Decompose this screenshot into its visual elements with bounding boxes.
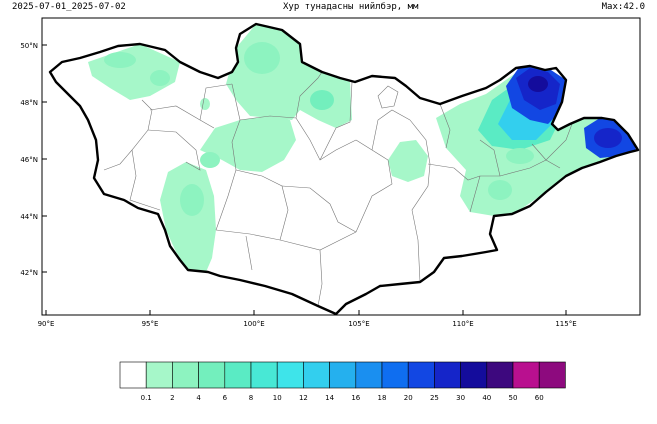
colorbar-label: 10 bbox=[273, 394, 282, 402]
colorbar-swatch bbox=[460, 361, 488, 389]
precip-area-southwest-core bbox=[180, 184, 204, 216]
longitude-axis: 90°E 95°E 100°E 105°E 110°E 115°E bbox=[38, 310, 577, 328]
precip-area-northwest-core bbox=[104, 52, 136, 68]
precip-area-bulgan-core bbox=[310, 90, 334, 110]
precip-area-east-south-core-2 bbox=[488, 180, 512, 200]
precip-area-khuvsgul-core bbox=[244, 42, 280, 74]
colorbar-swatch bbox=[512, 361, 540, 389]
map-title: Хур тунадасны нийлбэр, мм bbox=[283, 2, 419, 12]
colorbar-label: 60 bbox=[535, 394, 544, 402]
lon-label-100: 100°E bbox=[243, 320, 264, 328]
colorbar-swatch bbox=[250, 361, 278, 389]
lat-label-42: 42°N bbox=[20, 269, 38, 277]
colorbar-swatch bbox=[224, 361, 252, 389]
colorbar-swatch bbox=[276, 361, 304, 389]
precip-area-east-south-core bbox=[506, 148, 534, 164]
colorbar-swatch bbox=[434, 361, 461, 389]
precip-area-far-east-core bbox=[594, 128, 622, 148]
colorbar-legend: 0.1 2 4 6 8 10 12 14 16 18 20 25 30 40 50 60 bbox=[119, 361, 566, 402]
colorbar-label: 6 bbox=[223, 394, 228, 402]
colorbar-label: 30 bbox=[456, 394, 465, 402]
lat-label-44: 44°N bbox=[20, 213, 38, 221]
precip-area-dundgovi bbox=[388, 140, 428, 182]
lon-label-95: 95°E bbox=[142, 320, 159, 328]
colorbar-label: 25 bbox=[430, 394, 439, 402]
lat-label-48: 48°N bbox=[20, 99, 38, 107]
precip-area-central-core bbox=[200, 152, 220, 168]
colorbar-swatch bbox=[486, 361, 514, 389]
colorbar-label: 2 bbox=[170, 394, 174, 402]
colorbar-swatch bbox=[172, 361, 199, 389]
lon-label-105: 105°E bbox=[348, 320, 369, 328]
precip-area-southwest bbox=[160, 162, 216, 272]
colorbar-swatch bbox=[407, 361, 435, 389]
lat-label-46: 46°N bbox=[20, 156, 38, 164]
colorbar-swatch bbox=[119, 361, 147, 389]
precip-area-east-max bbox=[528, 76, 548, 92]
precip-area-central bbox=[200, 116, 296, 172]
colorbar-swatch bbox=[329, 361, 357, 389]
latitude-axis: 50°N 48°N 46°N 44°N 42°N bbox=[20, 42, 47, 277]
lon-label-115: 115°E bbox=[555, 320, 576, 328]
lat-label-50: 50°N bbox=[20, 42, 38, 50]
colorbar-label: 4 bbox=[196, 394, 201, 402]
precip-area-small-1 bbox=[200, 98, 210, 110]
colorbar-swatch bbox=[198, 361, 226, 389]
precip-area-west-core bbox=[150, 70, 170, 86]
colorbar-swatch bbox=[145, 361, 173, 389]
colorbar-label: 16 bbox=[351, 394, 360, 402]
country-border bbox=[48, 22, 640, 316]
colorbar-label: 40 bbox=[482, 394, 491, 402]
colorbar-swatch bbox=[381, 361, 409, 389]
max-value-label: Max:42.0 bbox=[601, 2, 645, 12]
colorbar-swatch bbox=[538, 361, 566, 389]
colorbar-label: 18 bbox=[378, 394, 387, 402]
colorbar-label: 50 bbox=[509, 394, 518, 402]
date-range-label: 2025-07-01_2025-07-02 bbox=[12, 2, 126, 12]
colorbar-label: 20 bbox=[404, 394, 413, 402]
colorbar-label: 14 bbox=[325, 394, 334, 402]
lon-label-90: 90°E bbox=[38, 320, 55, 328]
aimag-boundaries bbox=[103, 71, 573, 307]
colorbar-swatch bbox=[303, 361, 330, 389]
colorbar-swatch bbox=[355, 361, 383, 389]
colorbar-label: 12 bbox=[299, 394, 308, 402]
lon-label-110: 110°E bbox=[452, 320, 473, 328]
colorbar-label: 0.1 bbox=[141, 394, 152, 402]
colorbar-label: 8 bbox=[249, 394, 253, 402]
